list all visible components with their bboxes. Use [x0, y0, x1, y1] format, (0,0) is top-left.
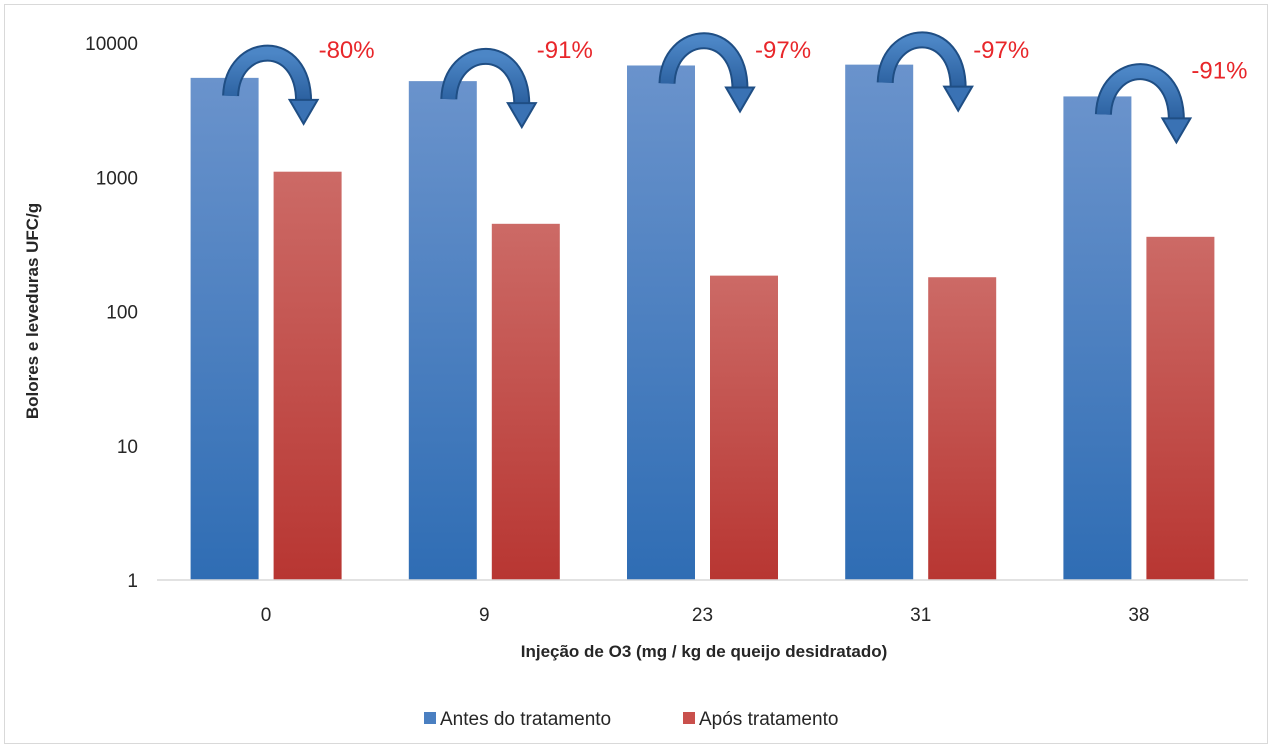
legend-swatch-antes	[424, 712, 436, 724]
bar-antes	[190, 77, 259, 580]
reduction-label: -80%	[319, 37, 375, 64]
legend-label-antes: Antes do tratamento	[440, 709, 611, 730]
x-axis-ticks: 0 9 23 31 38	[261, 605, 1150, 626]
reduction-arrowhead	[506, 102, 538, 130]
reduction-arrow	[660, 34, 747, 90]
x-axis-title: Injeção de O3 (mg / kg de queijo desidra…	[521, 642, 888, 661]
x-tick-label: 9	[479, 605, 490, 626]
y-tick-label: 10000	[85, 34, 138, 55]
bars	[190, 64, 1215, 581]
reduction-label: -97%	[973, 37, 1029, 64]
legend: Antes do tratamento Após tratamento	[424, 709, 838, 730]
bar-apos	[1146, 236, 1215, 580]
reduction-label: -91%	[1191, 57, 1247, 84]
y-tick-label: 1000	[96, 168, 138, 189]
y-tick-label: 10	[117, 437, 138, 458]
bar-antes	[408, 81, 477, 580]
x-tick-label: 38	[1128, 605, 1149, 626]
reduction-arrow	[1096, 65, 1183, 121]
x-tick-label: 0	[261, 605, 272, 626]
y-tick-label: 100	[106, 303, 138, 324]
y-axis-title: Bolores e leveduras UFC/g	[23, 203, 42, 419]
legend-label-apos: Após tratamento	[699, 709, 838, 730]
x-tick-label: 31	[910, 605, 931, 626]
bar-antes	[627, 65, 695, 581]
bar-apos	[928, 277, 997, 580]
bar-apos	[491, 223, 560, 580]
reduction-arrow	[442, 49, 529, 106]
reduction-arrowhead	[1160, 117, 1193, 145]
reduction-label: -97%	[755, 37, 811, 64]
legend-swatch-apos	[683, 712, 695, 724]
bar-apos	[710, 275, 778, 580]
bar-antes	[845, 64, 914, 580]
reduction-arrowhead	[724, 86, 756, 114]
reduction-arrowhead	[287, 98, 320, 126]
x-tick-label: 23	[692, 605, 713, 626]
y-axis-ticks: 1 10 100 1000 10000	[85, 34, 138, 592]
reduction-arrows	[222, 31, 1193, 145]
reduction-arrow	[878, 33, 965, 89]
reduction-labels: -80% -91% -97% -97% -91%	[319, 37, 1248, 84]
bar-antes	[1063, 96, 1132, 580]
y-tick-label: 1	[127, 571, 138, 592]
bar-apos	[273, 171, 342, 580]
reduction-arrow	[224, 46, 311, 103]
reduction-arrowhead	[942, 85, 974, 113]
reduction-label: -91%	[537, 37, 593, 64]
